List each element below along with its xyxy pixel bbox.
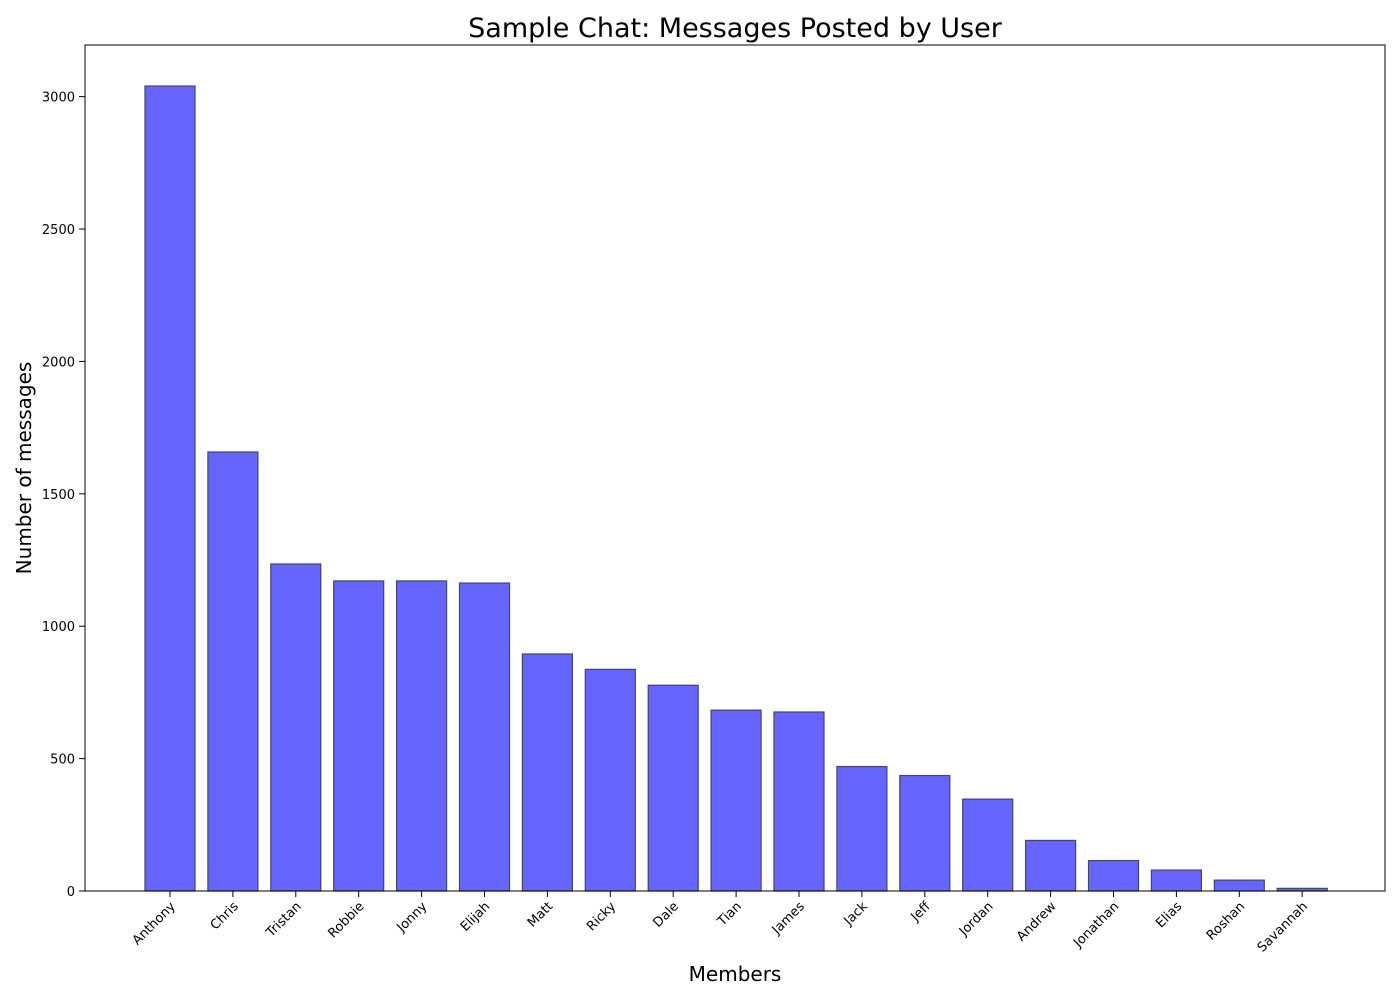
x-tick-label-jordan: Jordan: [956, 899, 997, 940]
x-tick-label-tian: Tian: [714, 899, 745, 930]
y-tick-label: 0: [67, 885, 75, 900]
y-tick-label: 2000: [42, 355, 75, 370]
x-tick-label-chris: Chris: [208, 899, 242, 933]
x-tick-label-ricky: Ricky: [584, 899, 619, 934]
bar-anthony: [144, 85, 196, 892]
bar-tian: [710, 709, 762, 892]
x-axis-ticks: Anthony Chris Tristan Robbie Jonny Elijah Matt…: [130, 891, 1311, 955]
y-tick-label: 3000: [42, 91, 75, 106]
x-tick-label-jonny: Jonny: [394, 899, 431, 936]
x-axis-label: Members: [689, 962, 782, 986]
x-tick-label-elias: Elias: [1153, 899, 1185, 931]
bar-james: [773, 711, 825, 892]
bar-matt: [521, 653, 574, 892]
x-tick-label-jack: Jack: [841, 899, 871, 929]
bar-jeff: [899, 774, 951, 892]
x-tick-label-robbie: Robbie: [325, 899, 367, 941]
y-tick-label: 1000: [42, 620, 75, 635]
bar-ricky: [584, 668, 636, 892]
x-tick-label-elijah: Elijah: [458, 899, 494, 935]
x-tick-label-matt: Matt: [525, 899, 556, 930]
y-tick-label: 1500: [42, 488, 75, 503]
x-tick-label-savannah: Savannah: [1255, 899, 1311, 955]
y-axis-ticks: 0 500 1000 1500 2000 2500 3000: [42, 91, 85, 900]
x-tick-label-james: James: [769, 899, 808, 938]
y-axis-label: Number of messages: [12, 362, 36, 575]
y-tick-label: 500: [50, 753, 75, 768]
x-tick-label-roshan: Roshan: [1204, 899, 1248, 943]
bar-elijah: [458, 582, 511, 892]
bar-elias: [1150, 869, 1203, 892]
bar-jack: [836, 765, 888, 892]
x-tick-label-dale: Dale: [650, 899, 682, 931]
x-tick-label-andrew: Andrew: [1014, 899, 1060, 945]
bar-jonathan: [1087, 859, 1140, 892]
bars-layer: [144, 85, 1328, 892]
bar-andrew: [1024, 839, 1077, 892]
chart-title: Sample Chat: Messages Posted by User: [468, 13, 1003, 44]
x-tick-label-tristan: Tristan: [263, 899, 305, 941]
x-tick-label-jonathan: Jonathan: [1070, 899, 1122, 951]
bar-jonny: [396, 580, 448, 892]
bar-robbie: [333, 580, 385, 892]
plot-frame: [84, 44, 1386, 892]
x-tick-label-anthony: Anthony: [130, 899, 179, 948]
bar-chris: [207, 451, 259, 892]
y-tick-label: 2500: [42, 223, 75, 238]
bar-roshan: [1213, 879, 1265, 892]
bar-jordan: [962, 798, 1014, 892]
bar-dale: [647, 684, 699, 892]
x-tick-label-jeff: Jeff: [908, 898, 935, 925]
bar-tristan: [270, 563, 322, 892]
